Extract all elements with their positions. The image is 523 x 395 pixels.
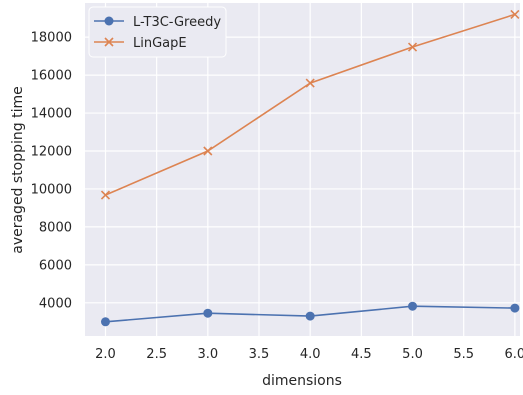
tick-labels: 2.0 2.5 3.0 3.5 4.0 4.5 5.0 5.5 6.0 4000 6000 8000 1… bbox=[31, 31, 523, 362]
y-tick-label: 10000 bbox=[31, 182, 72, 197]
x-tick-label: 5.5 bbox=[453, 347, 474, 362]
data-point-lingape bbox=[100, 190, 111, 200]
x-axis-label: dimensions bbox=[262, 373, 342, 389]
y-tick-label: 4000 bbox=[39, 296, 72, 311]
x-tick-label: 4.5 bbox=[351, 347, 372, 362]
legend-marker-l-t3c-greedy bbox=[104, 16, 114, 26]
data-point-lingape bbox=[510, 9, 520, 19]
legend-label-lingape: LinGapE bbox=[133, 36, 187, 51]
data-point-l-t3c-greedy bbox=[510, 303, 520, 313]
data-point-lingape bbox=[407, 42, 418, 52]
x-tick-label: 3.5 bbox=[249, 347, 270, 362]
grid bbox=[85, 3, 520, 336]
x-tick-label: 3.0 bbox=[197, 347, 218, 362]
legend-label-l-t3c-greedy: L-T3C-Greedy bbox=[133, 15, 221, 30]
plot-background bbox=[85, 3, 520, 336]
data-point-l-t3c-greedy bbox=[305, 311, 315, 321]
y-tick-label: 16000 bbox=[31, 69, 72, 84]
x-tick-label: 2.5 bbox=[146, 347, 167, 362]
y-tick-label: 6000 bbox=[39, 258, 72, 273]
x-tick-label: 5.0 bbox=[402, 347, 423, 362]
data-point-lingape bbox=[203, 146, 213, 156]
series-group bbox=[100, 9, 520, 327]
data-point-lingape bbox=[305, 78, 315, 88]
data-point-l-t3c-greedy bbox=[203, 308, 213, 318]
y-tick-label: 8000 bbox=[39, 220, 72, 235]
legend-marker-lingape bbox=[104, 37, 114, 47]
legend-frame bbox=[88, 6, 227, 58]
data-point-l-t3c-greedy bbox=[408, 301, 418, 311]
x-tick-label: 6.0 bbox=[505, 347, 523, 362]
y-axis-label: averaged stopping time bbox=[10, 86, 26, 254]
y-tick-label: 18000 bbox=[31, 31, 72, 46]
y-tick-label: 14000 bbox=[31, 107, 72, 122]
y-tick-label: 12000 bbox=[31, 145, 72, 160]
data-point-l-t3c-greedy bbox=[100, 317, 110, 327]
legend: L-T3C-Greedy LinGapE bbox=[88, 6, 227, 58]
x-tick-label: 4.0 bbox=[300, 347, 321, 362]
x-tick-label: 2.0 bbox=[95, 347, 116, 362]
